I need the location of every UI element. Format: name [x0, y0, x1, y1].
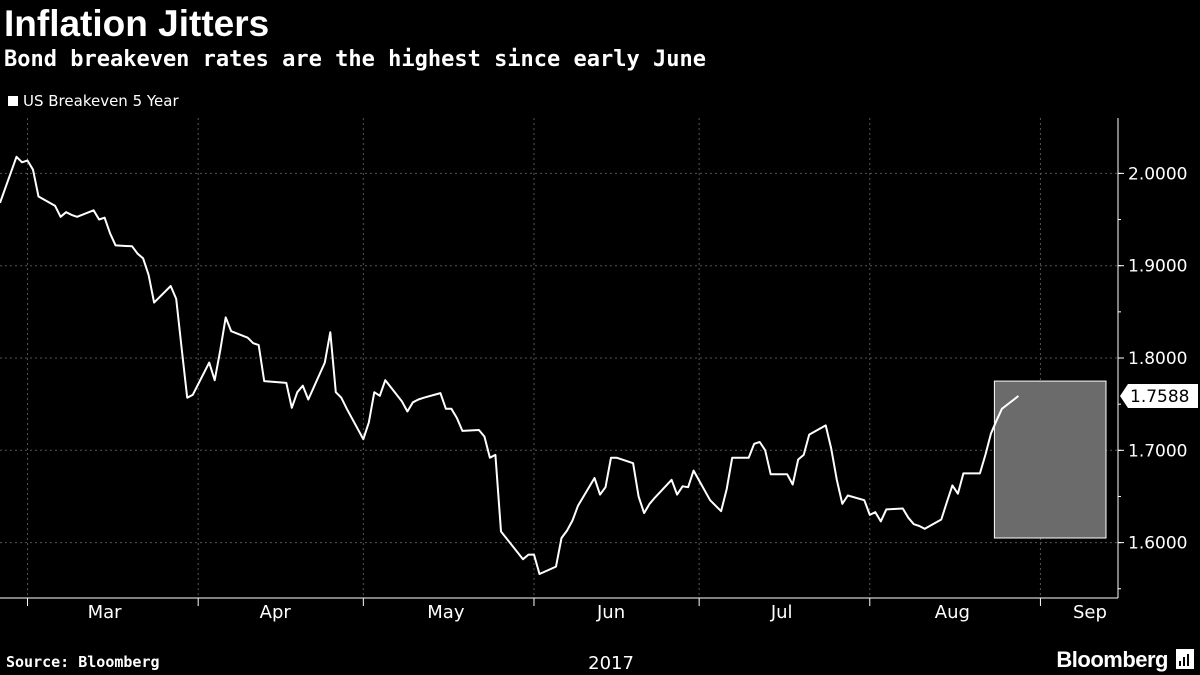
x-tick-label: Apr — [260, 602, 292, 623]
x-year-label: 2017 — [588, 653, 634, 674]
x-tick-label: Jun — [596, 602, 625, 623]
legend-swatch — [8, 96, 18, 106]
chart-subtitle: Bond breakeven rates are the highest sin… — [4, 47, 706, 72]
source-note: Source: Bloomberg — [6, 653, 160, 671]
y-tick-label: 2.0000 — [1128, 164, 1187, 184]
y-tick-label: 1.9000 — [1128, 257, 1187, 277]
x-tick-label: Sep — [1073, 602, 1107, 623]
x-tick-label: May — [427, 602, 465, 623]
x-tick-label: Jul — [770, 602, 793, 623]
series-line — [0, 155, 1020, 575]
bloomberg-terminal-icon — [1176, 649, 1194, 669]
last-value-flag — [1120, 384, 1198, 409]
legend-label: US Breakeven 5 Year — [23, 92, 179, 110]
legend: US Breakeven 5 Year — [8, 91, 179, 111]
chart-title: Inflation Jitters — [4, 3, 270, 44]
y-tick-label: 1.6000 — [1128, 534, 1187, 554]
y-tick-label: 1.7000 — [1128, 441, 1187, 461]
x-tick-label: Mar — [88, 602, 123, 623]
y-tick-label: 1.8000 — [1128, 349, 1187, 369]
x-tick-label: Aug — [935, 602, 970, 623]
brand-logo: Bloomberg — [1056, 647, 1168, 672]
highlight-box — [993, 380, 1107, 539]
last-value-label: 1.7588 — [1130, 387, 1189, 407]
